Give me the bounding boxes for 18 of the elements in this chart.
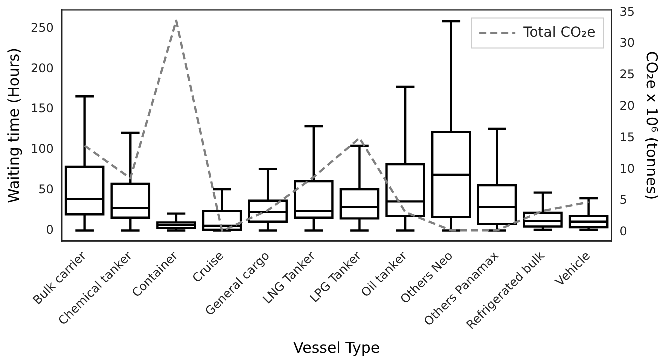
y-tick-label: 200 [31,61,54,76]
x-axis-title: Vessel Type [294,338,380,357]
y-tick-label: 0 [46,222,54,237]
y2-tick-label: 25 [620,68,636,82]
y2-tick-label: 5 [620,193,628,208]
y-axis-title: Waiting time (Hours) [4,48,23,204]
y2-axis-title: CO₂e x 10⁶ (tonnes) [643,51,662,200]
y-tick-label: 150 [31,102,54,116]
y2-tick-label: 30 [620,36,636,50]
y-tick-label: 250 [31,20,54,35]
y2-tick-label: 35 [620,4,636,19]
y2-tick-label: 0 [620,224,628,239]
y2-tick-label: 10 [620,162,636,176]
y-tick-label: 100 [31,142,54,156]
y2-tick-label: 20 [620,99,636,114]
y-tick-label: 50 [38,182,54,197]
y2-tick-label: 15 [620,130,636,144]
legend-label: Total CO₂e [522,24,596,41]
